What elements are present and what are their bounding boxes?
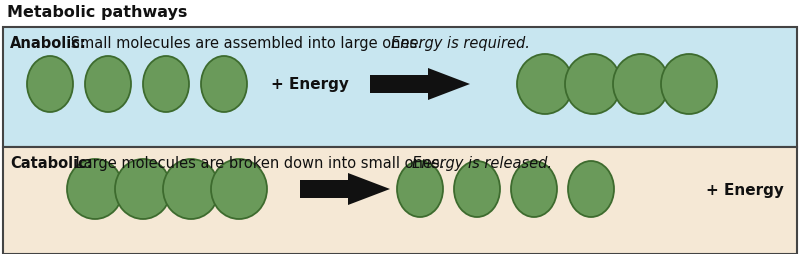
FancyBboxPatch shape <box>3 28 797 147</box>
Ellipse shape <box>613 55 669 115</box>
Text: Small molecules are assembled into large ones.: Small molecules are assembled into large… <box>66 36 426 51</box>
Ellipse shape <box>565 55 621 115</box>
Text: Metabolic pathways: Metabolic pathways <box>7 5 187 20</box>
Ellipse shape <box>211 159 267 219</box>
Ellipse shape <box>115 159 171 219</box>
Text: Energy is required.: Energy is required. <box>391 36 530 51</box>
Ellipse shape <box>517 55 573 115</box>
Ellipse shape <box>661 55 717 115</box>
Ellipse shape <box>67 159 123 219</box>
Text: + Energy: + Energy <box>706 182 784 197</box>
FancyBboxPatch shape <box>3 147 797 254</box>
Ellipse shape <box>454 161 500 217</box>
Ellipse shape <box>201 57 247 113</box>
Ellipse shape <box>511 161 557 217</box>
Ellipse shape <box>163 159 219 219</box>
Ellipse shape <box>143 57 189 113</box>
Ellipse shape <box>397 161 443 217</box>
Ellipse shape <box>568 161 614 217</box>
Text: Catabolic:: Catabolic: <box>10 155 93 170</box>
FancyArrow shape <box>300 173 390 205</box>
Ellipse shape <box>85 57 131 113</box>
FancyArrow shape <box>370 69 470 101</box>
Text: + Energy: + Energy <box>271 77 349 92</box>
Text: Anabolic:: Anabolic: <box>10 36 86 51</box>
Text: Energy is released.: Energy is released. <box>412 155 552 170</box>
Ellipse shape <box>27 57 73 113</box>
Text: Large molecules are broken down into small ones.: Large molecules are broken down into sma… <box>71 155 449 170</box>
